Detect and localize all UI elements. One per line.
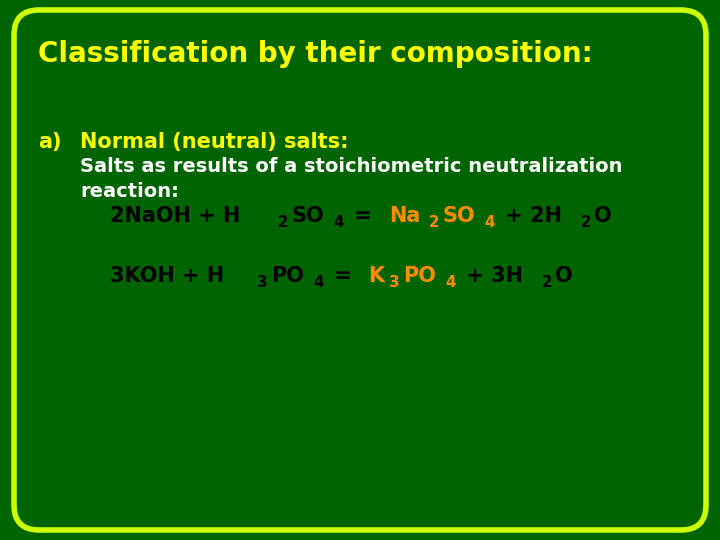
Text: 4: 4 [485,215,495,230]
Text: =: = [327,266,359,286]
Text: 4: 4 [313,275,324,290]
Text: SO: SO [292,206,324,226]
Text: O: O [555,266,572,286]
Text: 2: 2 [581,215,591,230]
Text: Na: Na [389,206,420,226]
Text: 2: 2 [541,275,552,290]
Text: 2NaOH + H: 2NaOH + H [110,206,240,226]
Text: a): a) [38,132,61,152]
Text: + 2H: + 2H [498,206,562,226]
Text: Classification by their composition:: Classification by their composition: [38,40,593,68]
Text: =: = [347,206,379,226]
Text: Salts as results of a stoichiometric neutralization: Salts as results of a stoichiometric neu… [80,157,623,176]
Text: 3KOH + H: 3KOH + H [110,266,224,286]
Text: + 3H: + 3H [459,266,523,286]
Text: Normal (neutral) salts:: Normal (neutral) salts: [80,132,348,152]
Text: 3: 3 [258,275,268,290]
Text: 4: 4 [333,215,344,230]
Text: O: O [594,206,612,226]
Text: 2: 2 [278,215,289,230]
Text: SO: SO [443,206,475,226]
Text: 3: 3 [390,275,400,290]
FancyBboxPatch shape [14,10,706,530]
Text: 2: 2 [429,215,440,230]
Text: 4: 4 [446,275,456,290]
Text: PO: PO [271,266,304,286]
Text: reaction:: reaction: [80,182,179,201]
Text: K: K [369,266,384,286]
Text: PO: PO [403,266,436,286]
